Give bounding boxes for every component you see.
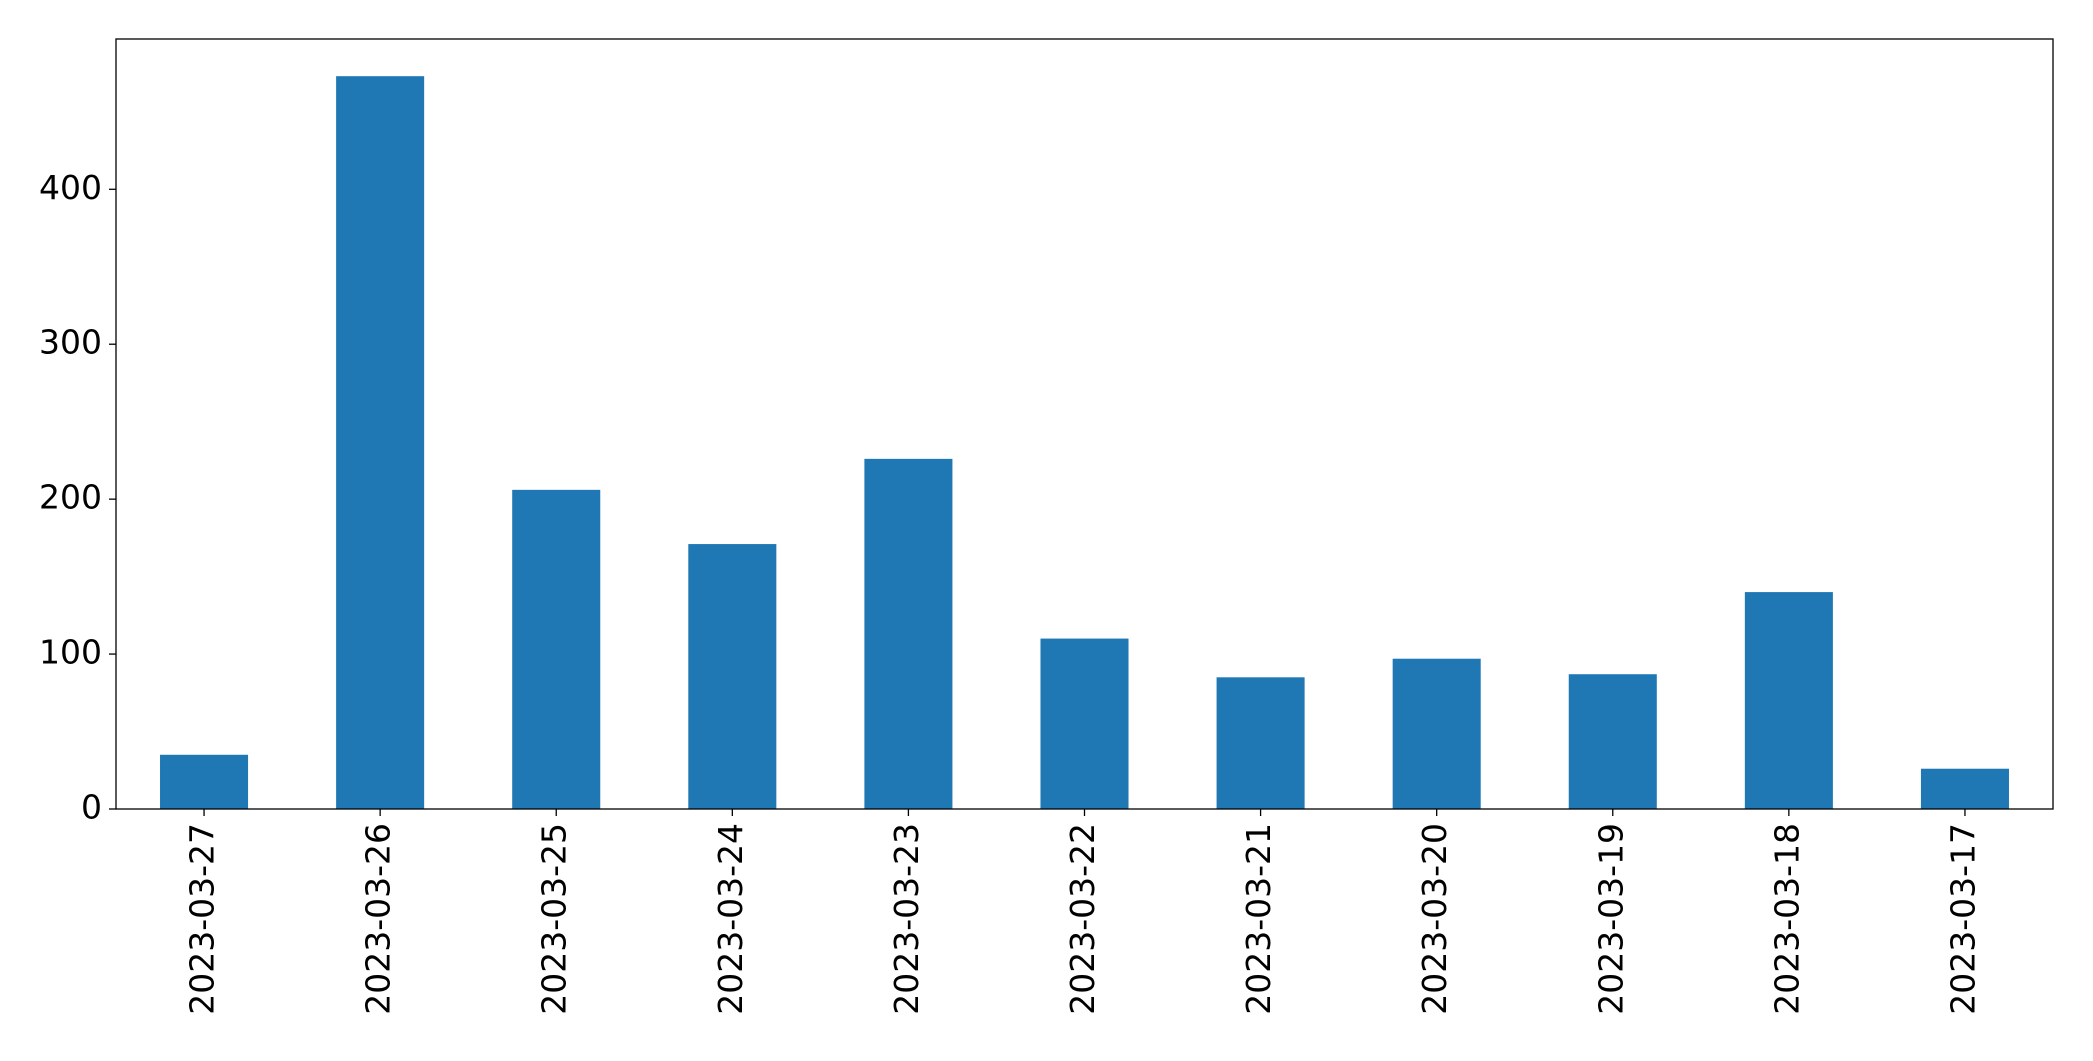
bar <box>512 489 601 809</box>
x-tick-label: 2023-03-18 <box>1767 823 1806 1015</box>
bar <box>688 544 777 809</box>
bar <box>1744 592 1833 809</box>
x-tick-label: 2023-03-25 <box>535 823 574 1015</box>
y-tick-label: 300 <box>39 323 102 362</box>
bar <box>1920 768 2009 809</box>
x-tick-label: 2023-03-26 <box>359 823 398 1015</box>
y-tick-label: 400 <box>39 168 102 207</box>
y-tick-label: 100 <box>39 633 102 672</box>
x-tick-label: 2023-03-19 <box>1591 823 1630 1015</box>
plot-frame <box>115 38 2054 810</box>
x-tick-label: 2023-03-23 <box>887 823 926 1015</box>
bar <box>336 76 425 809</box>
bar <box>1392 658 1481 809</box>
bar <box>1216 677 1305 809</box>
bar <box>1568 674 1657 809</box>
x-tick-label: 2023-03-22 <box>1063 823 1102 1015</box>
bar <box>160 754 249 809</box>
y-tick-label: 200 <box>39 478 102 517</box>
x-tick-label: 2023-03-24 <box>711 823 750 1015</box>
y-tick-label: 0 <box>81 788 102 827</box>
x-tick-label: 2023-03-17 <box>1943 823 1982 1015</box>
x-tick-label: 2023-03-21 <box>1239 823 1278 1015</box>
bar <box>864 458 953 809</box>
bar <box>1040 638 1129 809</box>
x-tick-label: 2023-03-20 <box>1415 823 1454 1015</box>
x-tick-label: 2023-03-27 <box>183 823 222 1015</box>
